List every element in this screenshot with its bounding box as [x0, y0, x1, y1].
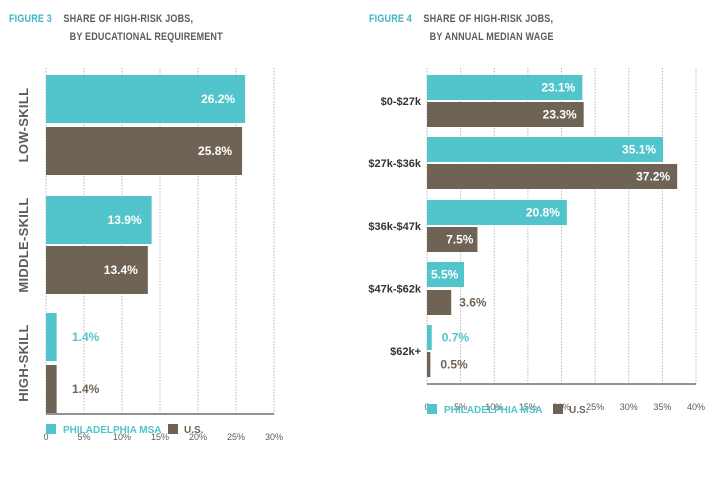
data-label: 1.4%: [72, 330, 100, 344]
category-label: $36k-$47k: [368, 221, 421, 233]
figure-4-subtitle: BY ANNUAL MEDIAN WAGE: [429, 31, 554, 43]
x-tick-label: 40%: [687, 402, 705, 412]
data-label: 20.8%: [526, 206, 560, 220]
category-label: $62k+: [390, 346, 421, 358]
data-label: 5.5%: [431, 268, 459, 282]
figure-3-title-line1: SHARE OF HIGH-RISK JOBS,: [63, 13, 194, 25]
bar-philadelphia: [427, 325, 432, 350]
data-label: 23.3%: [543, 108, 577, 122]
category-label: $47k-$62k: [368, 284, 421, 296]
data-label: 7.5%: [446, 233, 474, 247]
x-tick-label: 25%: [227, 432, 245, 442]
data-label: 13.4%: [104, 263, 138, 277]
x-tick-label: 5%: [454, 402, 467, 412]
legend-swatch-philadelphia: [46, 424, 56, 434]
category-label: $27k-$36k: [368, 158, 421, 170]
data-label: 25.8%: [198, 144, 232, 158]
figure-3-title: FIGURE 3 SHARE OF HIGH-RISK JOBS, BY EDUC…: [9, 10, 223, 46]
figure-3-subtitle: BY EDUCATIONAL REQUIREMENT: [69, 31, 223, 43]
bar-us: [427, 352, 431, 377]
data-label: 37.2%: [636, 170, 670, 184]
bar-us: [427, 164, 678, 189]
figure-4-title-line1: SHARE OF HIGH-RISK JOBS,: [423, 13, 554, 25]
bar-philadelphia: [427, 137, 664, 162]
bar-philadelphia: [427, 200, 567, 225]
data-label: 26.2%: [201, 92, 235, 106]
x-tick-label: 5%: [77, 432, 90, 442]
data-label: 35.1%: [622, 143, 656, 157]
x-tick-label: 20%: [189, 432, 207, 442]
x-tick-label: 10%: [113, 432, 131, 442]
data-label: 13.9%: [108, 213, 142, 227]
x-tick-label: 35%: [653, 402, 671, 412]
data-label: 3.6%: [459, 296, 487, 310]
legend-label-philadelphia: PHILADELPHIA MSA: [63, 425, 162, 436]
legend-label-us: U.S.: [569, 405, 589, 416]
bar-us: [427, 227, 478, 252]
category-label: HIGH-SKILL: [16, 324, 31, 401]
figure-4-title: FIGURE 4 SHARE OF HIGH-RISK JOBS, BY ANNU…: [369, 10, 554, 46]
data-label: 0.7%: [442, 331, 470, 345]
bar-philadelphia: [427, 75, 583, 100]
bar-us: [427, 290, 452, 315]
x-tick-label: 10%: [485, 402, 503, 412]
x-tick-label: 0: [43, 432, 48, 442]
category-label: $0-$27k: [381, 96, 422, 108]
x-tick-label: 15%: [151, 432, 169, 442]
bar-us: [427, 102, 584, 127]
x-tick-label: 30%: [265, 432, 283, 442]
bar-us: [46, 246, 148, 294]
x-tick-label: 30%: [620, 402, 638, 412]
x-tick-label: 25%: [586, 402, 604, 412]
legend-swatch-us: [168, 424, 178, 434]
category-label: MIDDLE-SKILL: [16, 197, 31, 292]
bar-philadelphia: [46, 75, 246, 123]
figure-3-number: FIGURE 3: [9, 13, 52, 25]
data-label: 23.1%: [541, 81, 575, 95]
data-label: 0.5%: [440, 358, 468, 372]
category-label: LOW-SKILL: [16, 88, 31, 163]
bar-us: [46, 365, 57, 413]
legend-label-us: U.S.: [184, 425, 204, 436]
x-tick-label: 15%: [519, 402, 537, 412]
legend-swatch-us: [553, 404, 563, 414]
legend-swatch-philadelphia: [427, 404, 437, 414]
bar-us: [46, 127, 243, 175]
figure-4-number: FIGURE 4: [369, 13, 412, 25]
bar-philadelphia: [46, 313, 57, 361]
bar-philadelphia: [427, 262, 464, 287]
bar-philadelphia: [46, 196, 152, 244]
data-label: 1.4%: [72, 382, 100, 396]
legend-label-philadelphia: PHILADELPHIA MSA: [444, 405, 543, 416]
